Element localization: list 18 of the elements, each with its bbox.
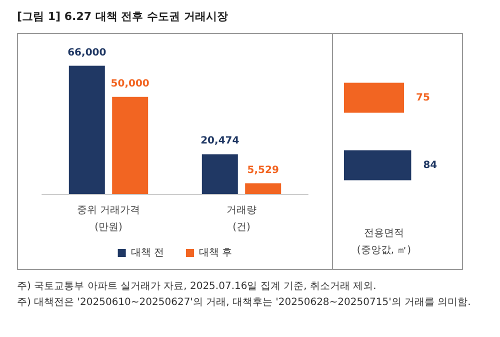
x-tick-label: 거래량 (건)	[226, 205, 256, 233]
bar	[112, 96, 148, 194]
bar	[245, 183, 282, 194]
text: 주) 대책전은 '20250610~20250627'의 거래, 대책후는 '20250628~20250715'의 거래를 의미함.	[17, 296, 471, 310]
legend-label: 대책 후	[199, 248, 232, 258]
data-label: 66,000	[68, 47, 106, 58]
chart-title: [그림 1] 6.27 대책 전후 수도권 거래시장	[17, 9, 228, 24]
bar	[202, 154, 238, 194]
legend-label: 대책 전	[130, 248, 164, 258]
bar	[68, 66, 105, 194]
data-label: 5,529	[247, 164, 279, 176]
data-label: 75	[416, 92, 430, 104]
x-tick-label: 중위 거래가격 (만원)	[76, 205, 140, 233]
data-label: 84	[423, 160, 438, 171]
x-axis-title: 전용면적 (중앙값, ㎡)	[356, 228, 412, 256]
text: 주) 국토교통부 아파트 실거래가 자료, 2025.07.16일 집계 기준, 취소거래 제외.	[17, 280, 378, 294]
data-label: 50,000	[110, 78, 150, 90]
data-label: 20,474	[200, 136, 240, 147]
